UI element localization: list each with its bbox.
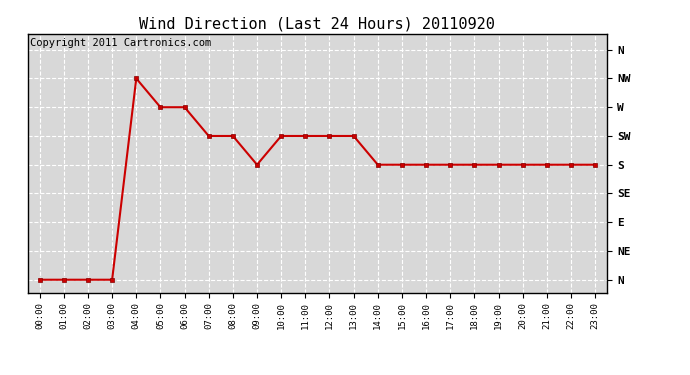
Text: Copyright 2011 Cartronics.com: Copyright 2011 Cartronics.com	[30, 38, 212, 48]
Title: Wind Direction (Last 24 Hours) 20110920: Wind Direction (Last 24 Hours) 20110920	[139, 16, 495, 31]
